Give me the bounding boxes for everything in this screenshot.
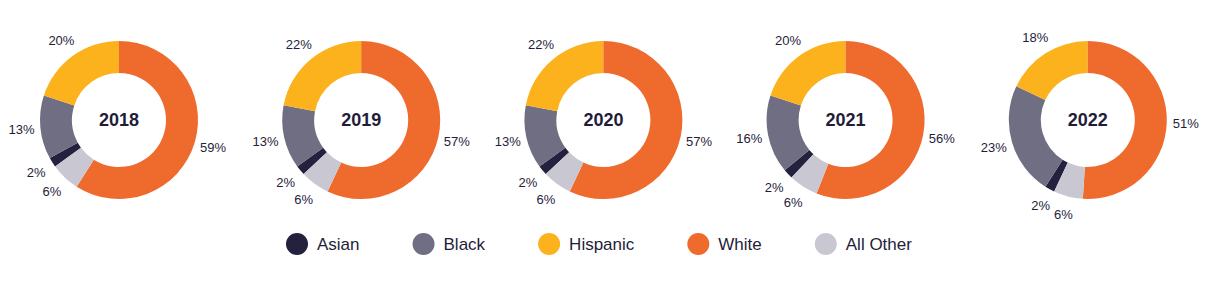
slice <box>40 96 78 158</box>
data-labels: 2% 13% 22% 57% 6% <box>495 37 713 207</box>
legend: Asian Black Hispanic White All Other <box>286 233 912 255</box>
slice <box>770 41 845 105</box>
data-label: 20% <box>48 33 74 48</box>
data-label: 6% <box>536 192 555 207</box>
data-label: 6% <box>784 195 803 210</box>
data-label: 59% <box>200 140 226 155</box>
legend-label: White <box>718 235 761 254</box>
slice <box>767 96 810 171</box>
legend-item: Black <box>413 233 486 255</box>
slice <box>44 41 119 105</box>
legend-label: Hispanic <box>569 235 635 254</box>
chart-title: 2022 <box>1068 110 1108 130</box>
legend-label: All Other <box>846 235 912 254</box>
legend-swatch <box>687 233 709 255</box>
donut-chart: 2022 2% 23% 18% 51% 6% <box>981 30 1200 223</box>
data-labels: 2% 16% 20% 56% 6% <box>736 33 955 210</box>
data-label: 6% <box>294 192 313 207</box>
chart-title: 2021 <box>826 110 866 130</box>
donut-chart: 2018 2% 13% 20% 59% 6% <box>8 33 226 199</box>
slice <box>817 41 925 199</box>
slice <box>282 105 323 166</box>
data-label: 56% <box>929 131 955 146</box>
slice <box>328 41 441 199</box>
slice <box>792 154 829 193</box>
slice <box>524 105 565 166</box>
chart-root: 20182%13%20%59%6%20192%13%22%57%6%20202%… <box>0 0 1217 281</box>
slice <box>1016 41 1087 100</box>
donut-chart: 2019 2% 13% 22% 57% 6% <box>253 37 471 207</box>
chart-title: 2018 <box>99 110 139 130</box>
legend-item: Hispanic <box>538 233 635 255</box>
legend-label: Asian <box>317 235 360 254</box>
legend-item: All Other <box>815 233 912 255</box>
data-label: 23% <box>981 140 1007 155</box>
legend-swatch <box>286 233 308 255</box>
data-label: 2% <box>1031 198 1050 213</box>
legend-item: Asian <box>286 233 360 255</box>
data-label: 6% <box>1054 207 1073 222</box>
data-label: 2% <box>765 180 784 195</box>
slice <box>55 148 94 187</box>
data-label: 6% <box>43 184 62 199</box>
data-label: 2% <box>27 165 46 180</box>
data-label: 20% <box>775 33 801 48</box>
data-label: 57% <box>686 134 712 149</box>
data-label: 22% <box>528 37 554 52</box>
slices <box>1009 41 1167 199</box>
data-label: 2% <box>518 175 537 190</box>
chart-title: 2020 <box>583 110 623 130</box>
slice <box>1009 86 1063 186</box>
data-label: 51% <box>1173 116 1199 131</box>
data-label: 13% <box>253 134 279 149</box>
slices <box>282 41 440 199</box>
legend-swatch <box>815 233 837 255</box>
data-label: 16% <box>736 131 762 146</box>
data-label: 18% <box>1022 30 1048 45</box>
legend-swatch <box>413 233 435 255</box>
data-labels: 2% 13% 22% 57% 6% <box>253 37 471 207</box>
legend-swatch <box>538 233 560 255</box>
donut-chart: 2021 2% 16% 20% 56% 6% <box>736 33 955 210</box>
data-label: 13% <box>8 122 34 137</box>
chart-title: 2019 <box>341 110 381 130</box>
slices <box>524 41 682 199</box>
slice <box>77 41 198 199</box>
data-label: 13% <box>495 134 521 149</box>
data-label: 57% <box>444 134 470 149</box>
data-label: 2% <box>276 175 295 190</box>
data-label: 22% <box>286 37 312 52</box>
data-labels: 2% 13% 20% 59% 6% <box>8 33 226 199</box>
legend-label: Black <box>444 235 486 254</box>
donut-chart: 2020 2% 13% 22% 57% 6% <box>495 37 713 207</box>
slices <box>767 41 925 199</box>
legend-item: White <box>687 233 761 255</box>
slice <box>570 41 683 199</box>
slice <box>1054 163 1085 199</box>
data-labels: 2% 23% 18% 51% 6% <box>981 30 1200 223</box>
slice <box>304 152 342 191</box>
slice <box>546 152 584 191</box>
slices <box>40 41 198 199</box>
